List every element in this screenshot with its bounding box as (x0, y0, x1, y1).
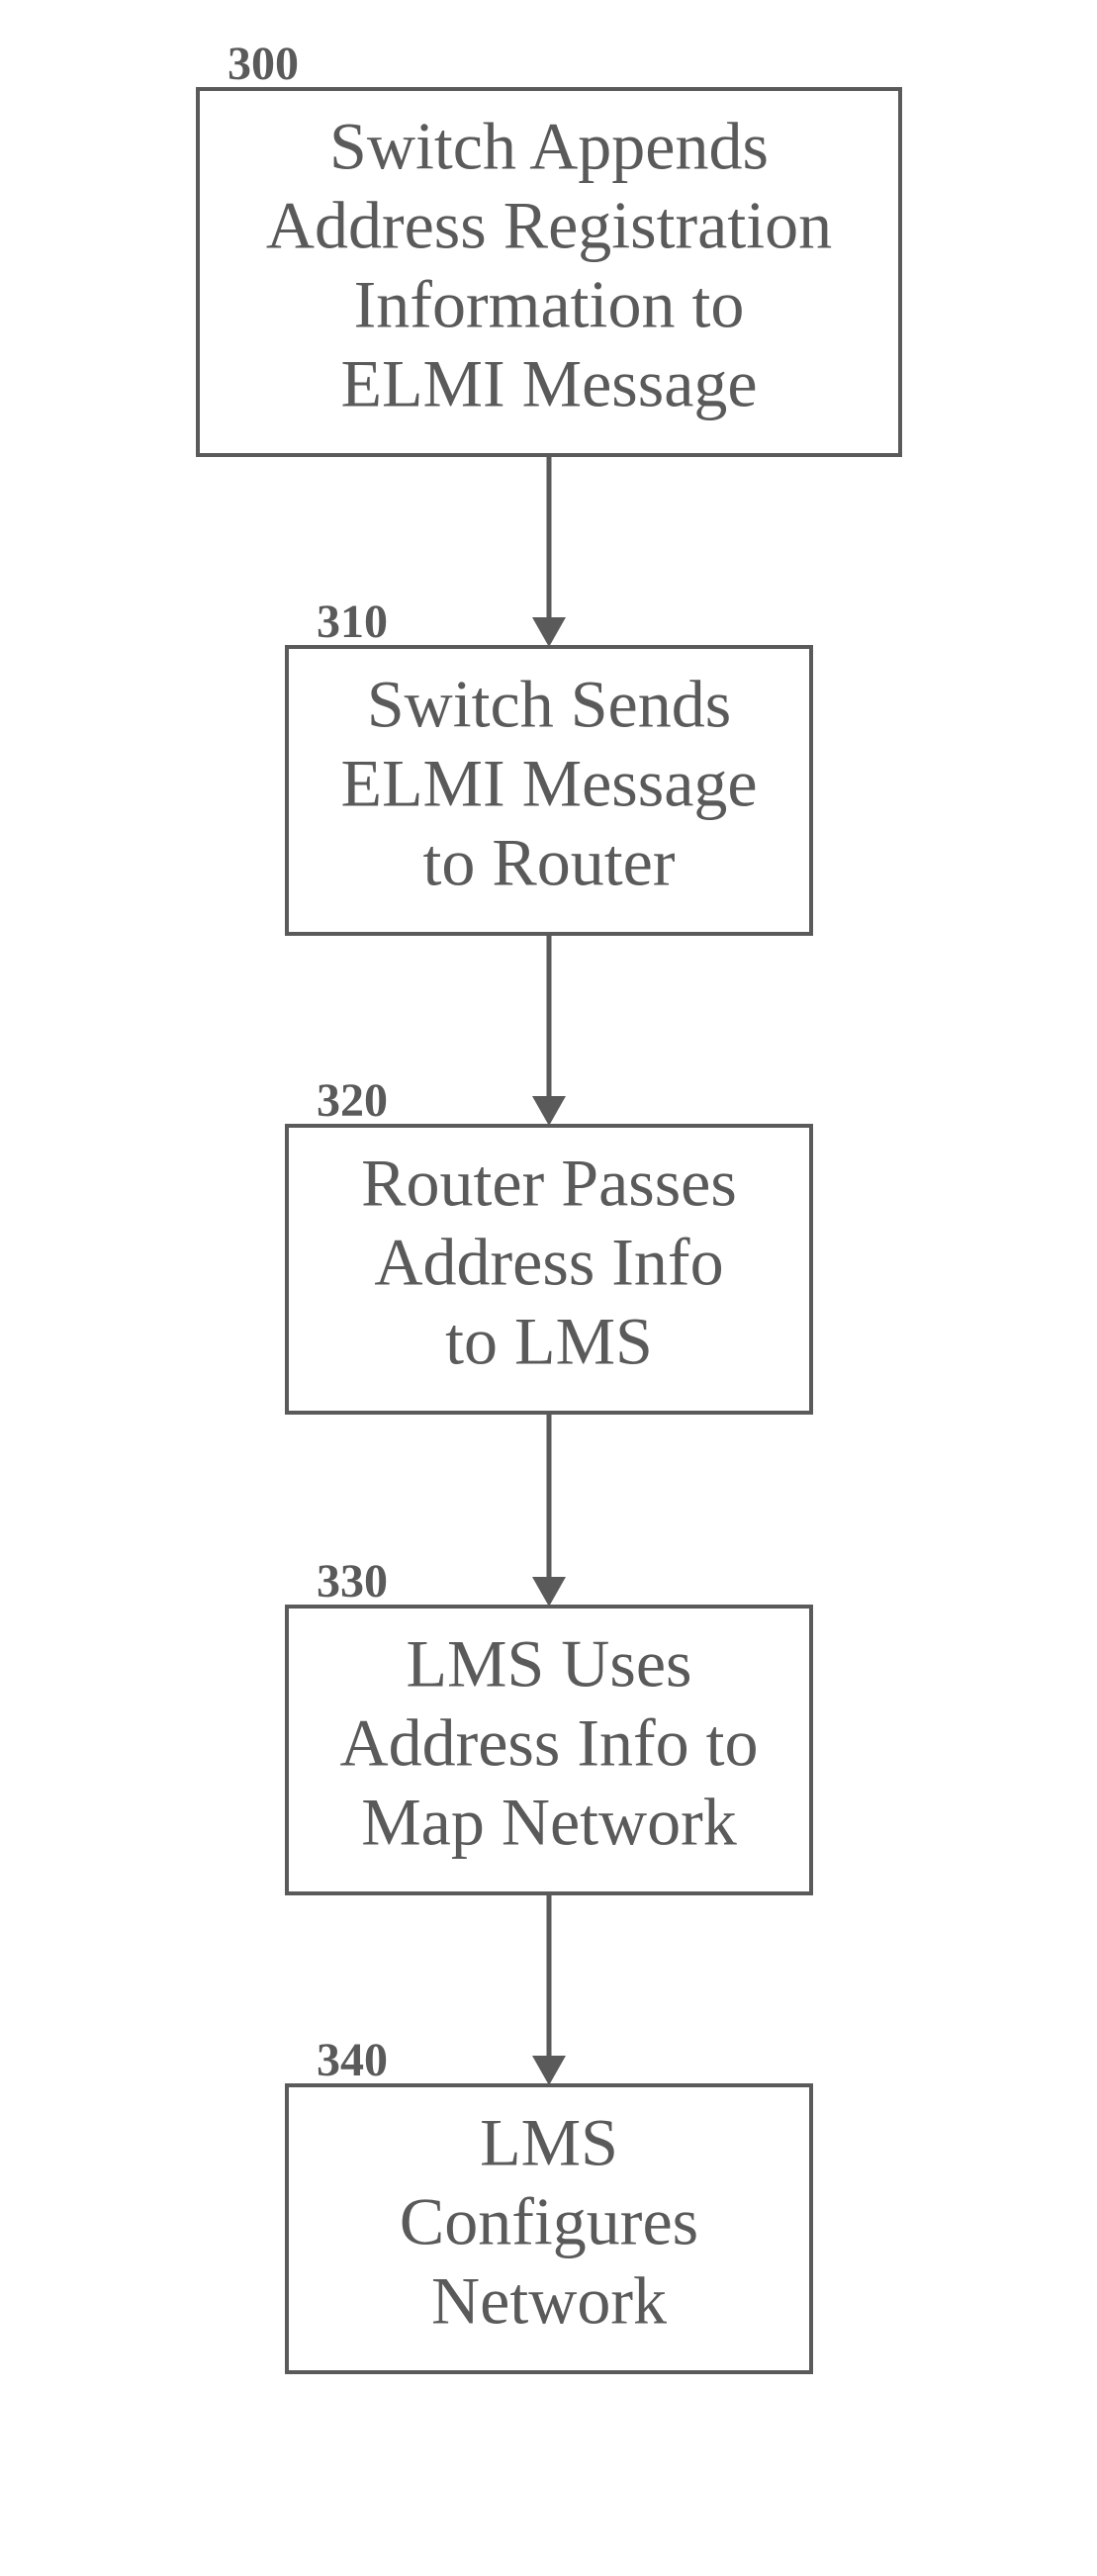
box-label-330: 330 (317, 1555, 388, 1608)
box-label-320: 320 (317, 1074, 388, 1127)
flow-box-text-300-line1: Address Registration (266, 188, 832, 263)
flow-box-text-300-line3: ELMI Message (340, 346, 757, 421)
flow-box-text-340-line2: Network (431, 2263, 667, 2339)
flow-box-text-320-line2: to LMS (445, 1304, 653, 1379)
flow-box-text-310-line1: ELMI Message (340, 746, 757, 821)
box-label-300: 300 (228, 38, 299, 90)
flowchart-diagram: 300 Switch AppendsAddress RegistrationInf… (0, 0, 1097, 2576)
flow-box-text-310-line0: Switch Sends (367, 667, 731, 742)
flow-box-text-330-line1: Address Info to (339, 1705, 758, 1781)
flow-box-text-300-line0: Switch Appends (329, 109, 769, 184)
flow-box-text-320-line0: Router Passes (361, 1146, 737, 1221)
flow-box-text-330-line0: LMS Uses (406, 1626, 691, 1702)
flow-box-text-340-line1: Configures (400, 2184, 698, 2259)
arrow-head-320-330 (532, 1577, 566, 1607)
flow-box-text-330-line2: Map Network (361, 1785, 737, 1860)
arrow-head-300-310 (532, 617, 566, 647)
flow-box-text-340-line0: LMS (480, 2105, 618, 2180)
arrow-head-310-320 (532, 1096, 566, 1126)
flow-box-text-320-line1: Address Info (374, 1225, 723, 1300)
box-label-310: 310 (317, 596, 388, 648)
box-label-340: 340 (317, 2034, 388, 2086)
flow-box-text-300-line2: Information to (354, 267, 745, 342)
arrow-head-330-340 (532, 2056, 566, 2085)
flow-box-text-310-line2: to Router (423, 825, 676, 900)
